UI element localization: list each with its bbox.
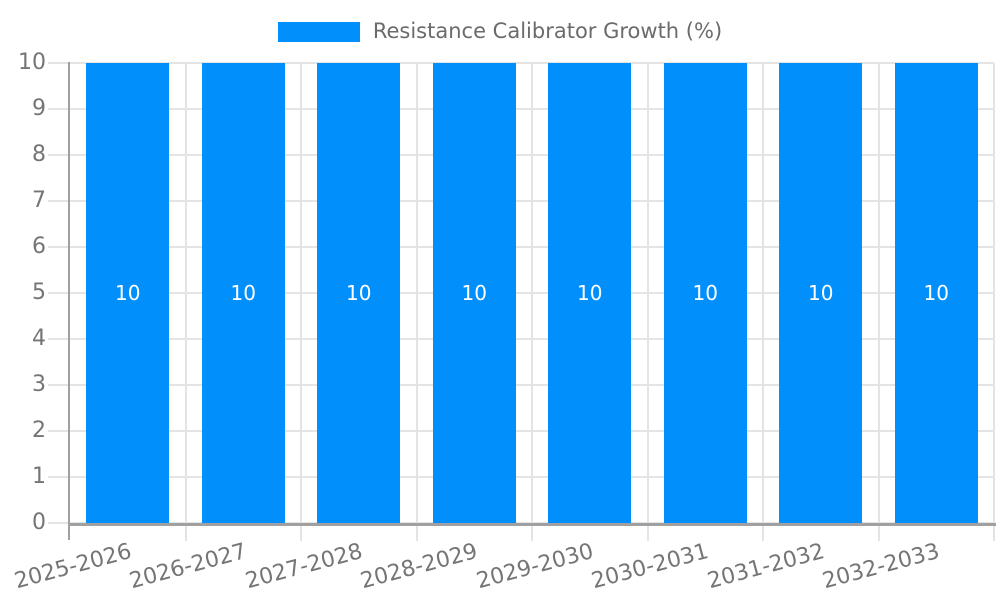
y-gridline xyxy=(48,62,994,64)
x-gridline xyxy=(415,63,418,541)
x-gridline xyxy=(762,63,764,541)
y-axis-tick-label: 5 xyxy=(32,280,46,305)
y-gridline xyxy=(48,338,994,340)
y-axis-tick-label: 2 xyxy=(32,418,46,443)
bar[interactable] xyxy=(86,63,170,523)
bar-value-label: 10 xyxy=(808,281,834,305)
x-gridline xyxy=(646,63,649,541)
y-axis-tick-label: 4 xyxy=(32,326,46,351)
y-axis-tick-label: 9 xyxy=(32,96,46,121)
bar-value-label: 10 xyxy=(230,281,256,305)
y-axis-tick-label: 7 xyxy=(32,188,46,213)
y-gridline xyxy=(48,154,994,156)
y-gridline xyxy=(48,476,994,478)
bar-value-label: 10 xyxy=(115,281,141,305)
legend-swatch-icon xyxy=(277,21,360,42)
bar-value-label: 10 xyxy=(461,281,487,305)
bar[interactable] xyxy=(548,63,632,523)
chart-legend: Resistance Calibrator Growth (%) xyxy=(0,21,1000,42)
bar[interactable] xyxy=(779,63,863,523)
x-gridline xyxy=(531,63,533,541)
bar-value-label: 10 xyxy=(692,281,718,305)
y-gridline xyxy=(48,108,994,110)
y-gridline xyxy=(48,430,994,432)
y-gridline xyxy=(48,200,994,202)
bar-value-label: 10 xyxy=(577,281,603,305)
y-axis-tick-label: 1 xyxy=(32,464,46,489)
y-axis-tick-label: 6 xyxy=(32,234,46,259)
bar[interactable] xyxy=(201,63,285,523)
bar[interactable] xyxy=(894,63,978,523)
bar[interactable] xyxy=(663,63,747,523)
bar-value-label: 10 xyxy=(923,281,949,305)
legend-item[interactable]: Resistance Calibrator Growth (%) xyxy=(277,19,723,43)
y-gridline xyxy=(48,384,994,386)
bar-value-label: 10 xyxy=(346,281,372,305)
x-axis-line xyxy=(68,523,996,526)
x-gridline xyxy=(300,63,302,541)
y-axis-tick-label: 0 xyxy=(32,510,46,535)
y-gridline xyxy=(48,246,994,248)
bar[interactable] xyxy=(432,63,516,523)
x-gridline xyxy=(877,63,880,541)
y-axis-tick-label: 3 xyxy=(32,372,46,397)
legend-label: Resistance Calibrator Growth (%) xyxy=(372,19,723,43)
y-axis-tick-label: 8 xyxy=(32,142,46,167)
y-axis-tick-label: 10 xyxy=(18,50,46,75)
y-gridline xyxy=(48,292,994,294)
x-gridline xyxy=(993,63,995,541)
y-axis-line xyxy=(68,62,70,540)
bar[interactable] xyxy=(317,63,401,523)
x-gridline xyxy=(184,63,187,541)
